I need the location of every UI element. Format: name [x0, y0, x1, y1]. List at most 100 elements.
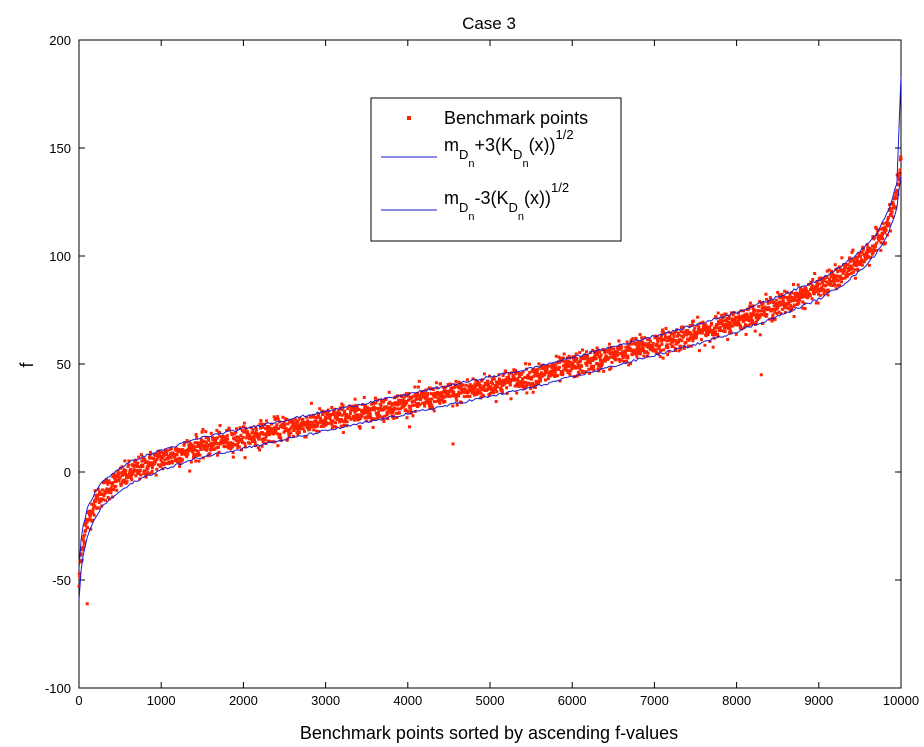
benchmark-point — [644, 350, 648, 354]
benchmark-point — [235, 443, 239, 447]
benchmark-point — [416, 391, 420, 395]
benchmark-point — [789, 304, 793, 308]
benchmark-point — [301, 427, 305, 431]
benchmark-point — [204, 436, 208, 440]
benchmark-point — [167, 461, 171, 465]
benchmark-point — [689, 336, 693, 340]
benchmark-point — [870, 249, 874, 253]
benchmark-point — [563, 360, 567, 364]
x-tick-label: 7000 — [640, 693, 669, 708]
benchmark-point — [376, 398, 380, 402]
benchmark-point — [581, 348, 585, 352]
benchmark-point — [778, 303, 782, 307]
benchmark-point — [543, 364, 547, 368]
benchmark-point — [650, 347, 654, 351]
benchmark-point — [544, 378, 548, 382]
benchmark-point-outlier — [85, 602, 89, 606]
benchmark-point — [114, 480, 118, 484]
benchmark-point — [871, 244, 875, 248]
benchmark-point — [598, 356, 602, 360]
benchmark-point — [97, 498, 101, 502]
benchmark-point — [839, 269, 843, 273]
benchmark-point — [235, 427, 239, 431]
benchmark-point — [128, 469, 132, 473]
benchmark-point — [880, 235, 884, 239]
benchmark-point — [489, 385, 493, 389]
benchmark-point — [336, 410, 340, 414]
benchmark-point — [816, 292, 820, 296]
benchmark-point — [825, 280, 829, 284]
benchmark-point — [859, 261, 863, 265]
benchmark-point — [486, 388, 490, 392]
benchmark-point — [557, 365, 561, 369]
benchmark-point — [855, 258, 859, 262]
benchmark-point — [891, 202, 895, 206]
benchmark-point — [341, 404, 345, 408]
benchmark-point — [806, 296, 810, 300]
benchmark-point — [287, 433, 291, 437]
benchmark-point — [164, 451, 168, 455]
benchmark-point — [248, 442, 252, 446]
benchmark-point — [750, 321, 754, 325]
benchmark-point — [324, 423, 328, 427]
benchmark-point — [762, 306, 766, 310]
benchmark-point — [633, 348, 637, 352]
benchmark-point — [746, 318, 750, 322]
benchmark-point — [580, 364, 584, 368]
benchmark-point — [825, 275, 829, 279]
benchmark-point — [790, 295, 794, 299]
benchmark-point — [500, 388, 504, 392]
benchmark-point — [356, 415, 360, 419]
benchmark-point — [881, 237, 885, 241]
benchmark-point — [836, 270, 840, 274]
benchmark-point — [716, 311, 720, 315]
benchmark-point — [804, 287, 808, 291]
benchmark-point — [276, 417, 280, 421]
benchmark-point — [195, 435, 199, 439]
benchmark-point — [661, 330, 665, 334]
benchmark-point — [621, 352, 625, 356]
benchmark-point — [174, 457, 178, 461]
benchmark-point — [554, 373, 558, 377]
benchmark-point — [141, 465, 145, 469]
benchmark-point — [147, 461, 151, 465]
benchmark-point — [358, 426, 362, 430]
benchmark-point — [136, 465, 140, 469]
benchmark-point — [780, 292, 784, 296]
benchmark-point — [682, 346, 686, 350]
benchmark-point — [624, 359, 628, 363]
benchmark-point — [131, 472, 135, 476]
benchmark-point — [325, 413, 329, 417]
benchmark-point — [619, 358, 623, 362]
benchmark-point — [452, 390, 456, 394]
benchmark-point — [113, 476, 117, 480]
benchmark-point — [272, 426, 276, 430]
legend-lower-n2: n — [518, 211, 524, 223]
benchmark-point — [810, 284, 814, 288]
benchmark-point — [239, 433, 243, 437]
benchmark-point — [547, 364, 551, 368]
benchmark-point — [371, 425, 375, 429]
benchmark-point — [104, 489, 108, 493]
benchmark-point — [177, 460, 181, 464]
benchmark-point — [595, 350, 599, 354]
benchmark-point — [111, 475, 115, 479]
benchmark-point — [722, 319, 726, 323]
benchmark-point — [111, 481, 115, 485]
benchmark-point — [692, 319, 696, 323]
benchmark-point — [596, 349, 600, 353]
benchmark-point — [247, 441, 251, 445]
benchmark-point — [578, 351, 582, 355]
benchmark-point — [572, 357, 576, 361]
benchmark-point — [656, 336, 660, 340]
benchmark-point — [584, 370, 588, 374]
benchmark-point — [597, 369, 601, 373]
benchmark-point — [427, 397, 431, 401]
benchmark-point — [599, 364, 603, 368]
benchmark-point — [890, 206, 894, 210]
benchmark-point — [597, 364, 601, 368]
benchmark-point — [571, 363, 575, 367]
benchmark-point — [826, 293, 830, 297]
benchmark-point — [435, 399, 439, 403]
benchmark-point — [159, 458, 163, 462]
